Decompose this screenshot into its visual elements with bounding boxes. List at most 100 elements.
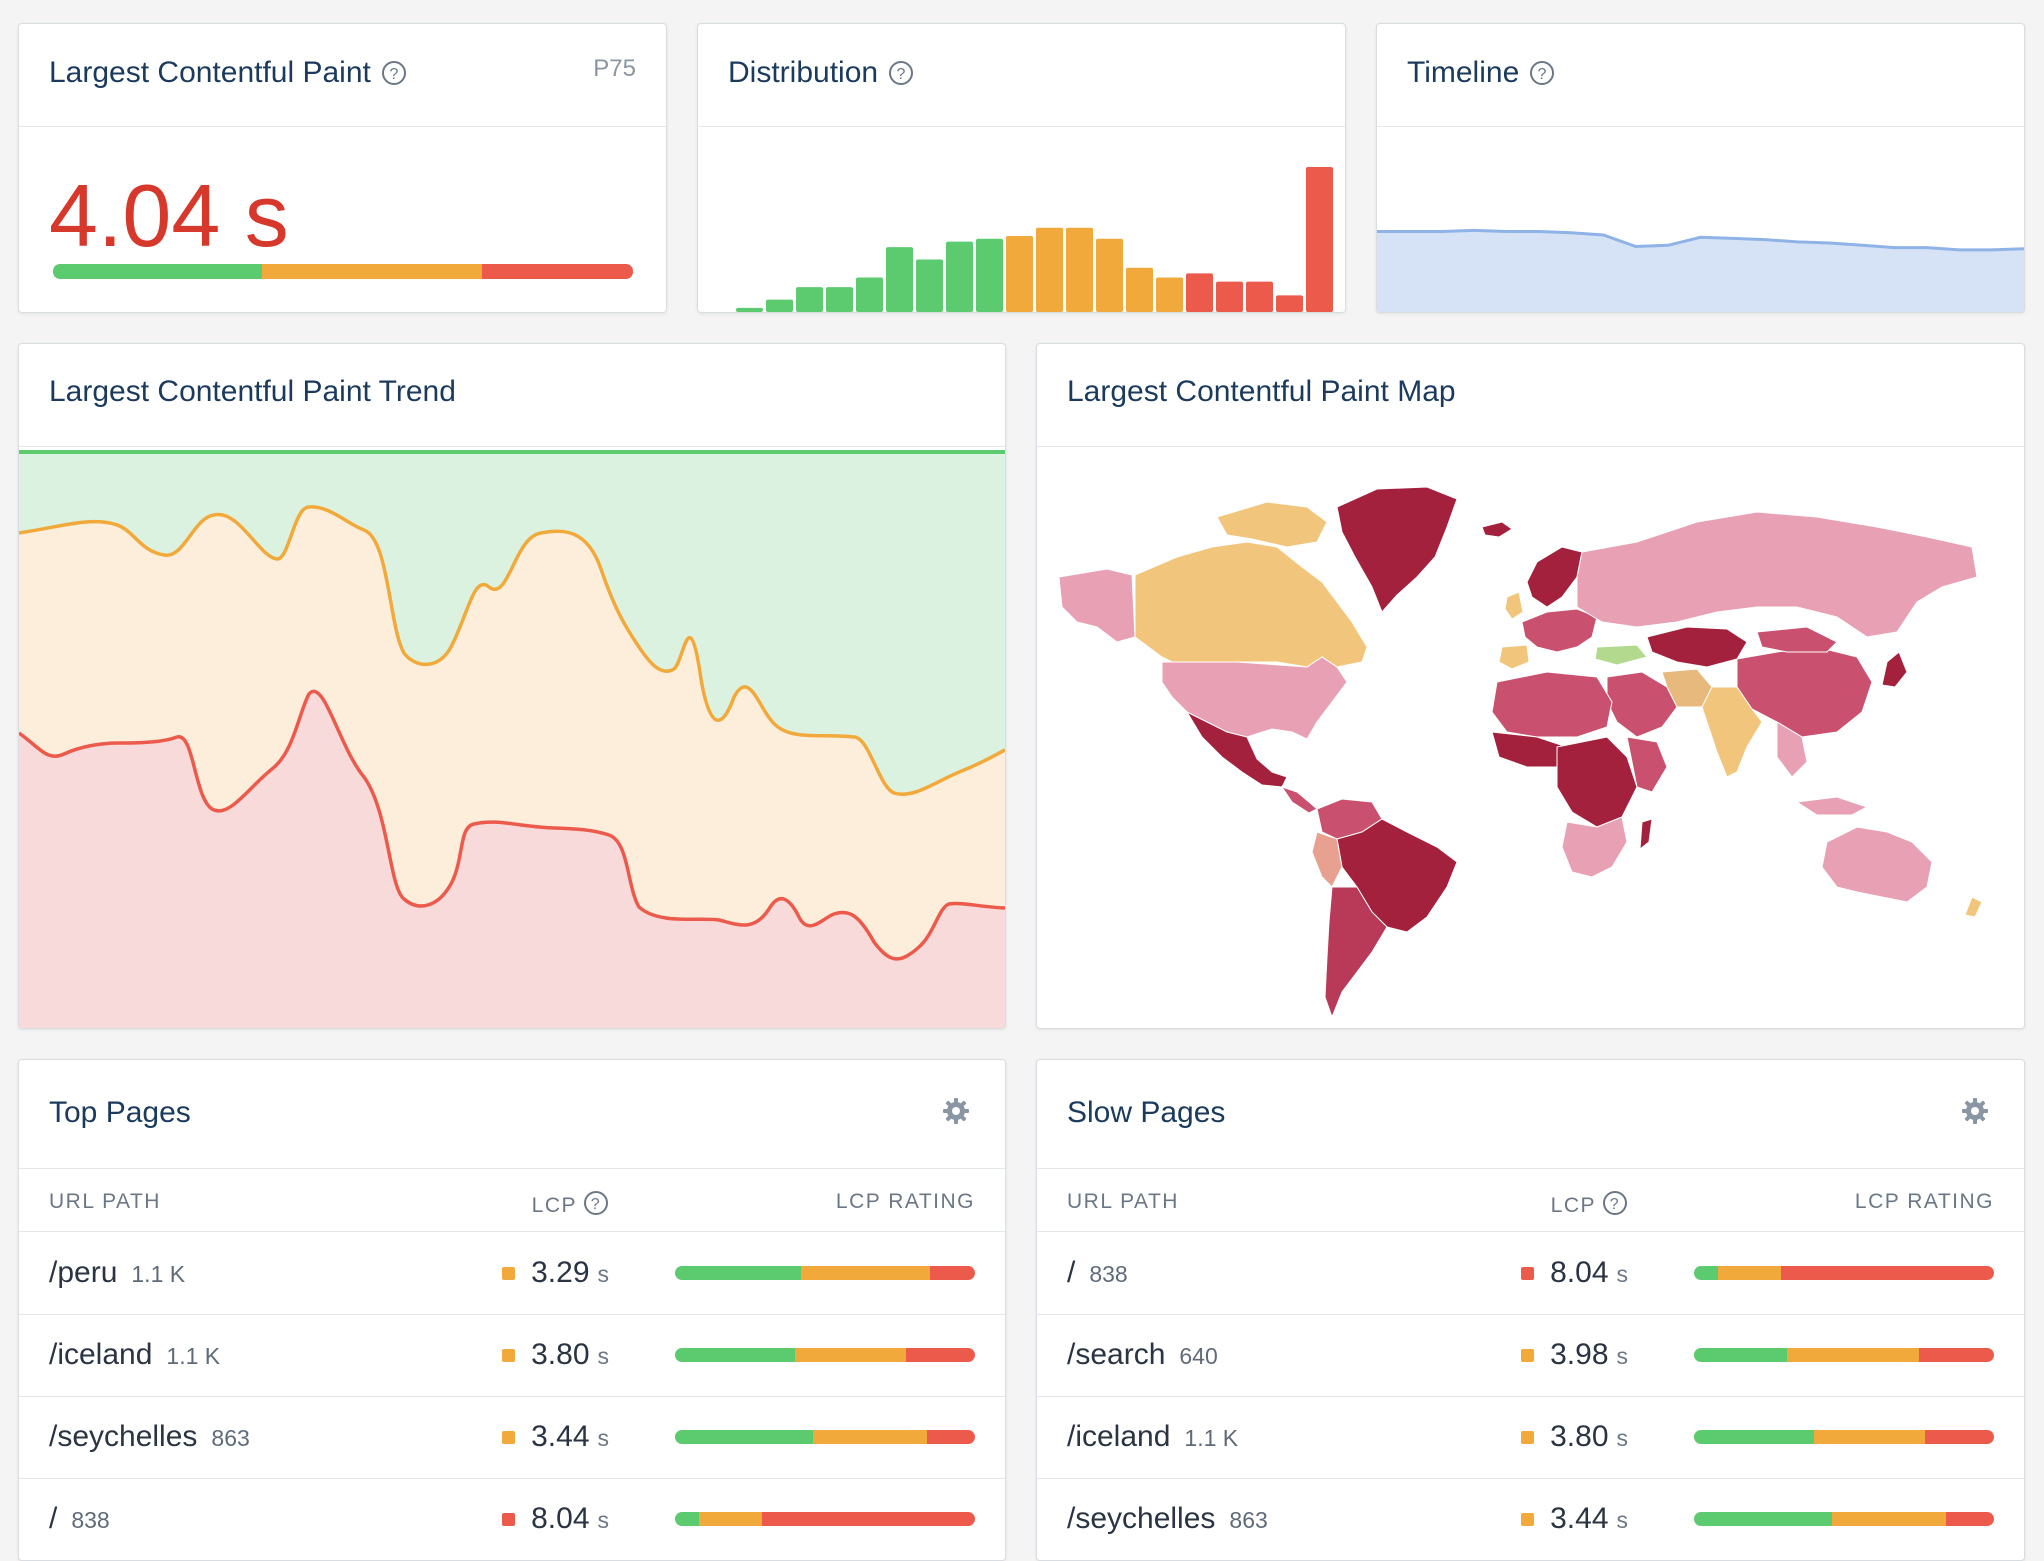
gear-icon[interactable]	[1960, 1096, 1990, 1131]
distribution-bar[interactable]	[916, 259, 943, 312]
help-icon[interactable]: ?	[888, 60, 914, 86]
region-east-africa[interactable]	[1626, 736, 1668, 793]
region-europe[interactable]	[1521, 608, 1598, 653]
region-iceland[interactable]	[1481, 521, 1513, 538]
url-path[interactable]: /search	[1067, 1338, 1166, 1371]
poor-segment	[927, 1430, 975, 1444]
timeline-sparkline[interactable]	[1377, 127, 2024, 312]
url-path[interactable]: /peru	[49, 1256, 118, 1289]
distribution-bar[interactable]	[1306, 167, 1333, 312]
region-canada-islands[interactable]	[1216, 501, 1328, 548]
good-segment	[1694, 1348, 1787, 1362]
table-row[interactable]: /peru 1.1 K 3.29 s	[19, 1232, 1005, 1315]
help-icon[interactable]: ?	[1602, 1190, 1628, 1222]
distribution-card: Distribution ?	[697, 23, 1346, 313]
distribution-bar[interactable]	[856, 277, 883, 312]
url-path[interactable]: /iceland	[49, 1338, 153, 1371]
region-new-zealand[interactable]	[1964, 896, 1983, 918]
trend-needs-improvement-line	[19, 505, 1005, 796]
distribution-bar[interactable]	[976, 238, 1003, 312]
help-icon[interactable]: ?	[1529, 60, 1555, 86]
distribution-bar[interactable]	[796, 287, 823, 312]
help-icon[interactable]: ?	[381, 60, 407, 86]
region-mongolia[interactable]	[1756, 626, 1838, 653]
distribution-bar[interactable]	[1096, 238, 1123, 312]
region-scandinavia[interactable]	[1526, 546, 1583, 608]
status-indicator	[1521, 1513, 1535, 1526]
status-indicator	[502, 1349, 516, 1362]
region-indonesia[interactable]	[1795, 796, 1869, 816]
table-row[interactable]: /seychelles 863 3.44 s	[1037, 1478, 2024, 1560]
region-southern-africa[interactable]	[1561, 816, 1628, 878]
url-path-header[interactable]: URL PATH	[1067, 1190, 1179, 1213]
gear-icon[interactable]	[941, 1096, 971, 1131]
region-kazakhstan[interactable]	[1646, 626, 1748, 668]
url-path[interactable]: /seychelles	[49, 1420, 198, 1453]
region-greenland[interactable]	[1336, 486, 1458, 613]
region-argentina-chile[interactable]	[1324, 886, 1388, 1019]
url-path-cell[interactable]: /iceland 1.1 K	[1067, 1420, 1238, 1454]
url-path[interactable]: /seychelles	[1067, 1502, 1216, 1535]
distribution-bar[interactable]	[736, 307, 763, 312]
region-central-africa[interactable]	[1556, 736, 1638, 828]
distribution-bar[interactable]	[1156, 277, 1183, 312]
table-row[interactable]: / 838 8.04 s	[1037, 1232, 2024, 1315]
world-map[interactable]	[1037, 447, 2024, 1028]
region-madagascar[interactable]	[1639, 818, 1653, 851]
lcp-rating-header[interactable]: LCP RATING	[1854, 1190, 1994, 1213]
lcp-header-wrap[interactable]: LCP ?	[1551, 1190, 1628, 1222]
table-row[interactable]: /iceland 1.1 K 3.80 s	[1037, 1396, 2024, 1479]
distribution-bar[interactable]	[1036, 227, 1063, 312]
distribution-bar[interactable]	[826, 287, 853, 312]
lcp-cell: 3.44 s	[1521, 1502, 1628, 1536]
help-icon[interactable]: ?	[583, 1190, 609, 1222]
url-path[interactable]: /iceland	[1067, 1420, 1171, 1453]
table-row[interactable]: /iceland 1.1 K 3.80 s	[19, 1314, 1005, 1397]
table-row[interactable]: /search 640 3.98 s	[1037, 1314, 2024, 1397]
url-path-cell[interactable]: /iceland 1.1 K	[49, 1338, 220, 1372]
lcp-header-wrap[interactable]: LCP ?	[532, 1190, 609, 1222]
lcp-rating-header[interactable]: LCP RATING	[835, 1190, 975, 1213]
region-turkey[interactable]	[1594, 644, 1648, 666]
region-iberia[interactable]	[1498, 644, 1530, 670]
region-canada[interactable]	[1134, 541, 1368, 668]
region-peru[interactable]	[1311, 831, 1343, 888]
distribution-bar[interactable]	[1246, 281, 1273, 312]
region-alaska[interactable]	[1058, 568, 1136, 643]
url-path-cell[interactable]: /peru 1.1 K	[49, 1256, 185, 1290]
lcp-unit: s	[597, 1261, 610, 1287]
region-southeast-asia[interactable]	[1776, 721, 1808, 778]
distribution-bar[interactable]	[1066, 227, 1093, 312]
distribution-bar[interactable]	[946, 241, 973, 312]
svg-text:?: ?	[591, 1196, 601, 1213]
distribution-bar[interactable]	[1186, 273, 1213, 312]
table-row[interactable]: / 838 8.04 s	[19, 1478, 1005, 1560]
distribution-bar[interactable]	[1276, 295, 1303, 312]
url-path[interactable]: /	[1067, 1256, 1076, 1289]
table-row[interactable]: /seychelles 863 3.44 s	[19, 1396, 1005, 1479]
distribution-bar[interactable]	[1216, 281, 1243, 312]
url-path-cell[interactable]: /search 640	[1067, 1338, 1218, 1372]
region-uk[interactable]	[1504, 591, 1524, 620]
url-path-cell[interactable]: / 838	[1067, 1256, 1128, 1290]
region-india[interactable]	[1701, 686, 1763, 778]
url-path-cell[interactable]: /seychelles 863	[49, 1420, 250, 1454]
url-path-header[interactable]: URL PATH	[49, 1190, 161, 1213]
distribution-bar[interactable]	[1126, 267, 1153, 312]
region-central-america[interactable]	[1280, 786, 1318, 814]
distribution-bar[interactable]	[886, 247, 913, 312]
region-australia[interactable]	[1821, 826, 1933, 903]
distribution-histogram[interactable]	[698, 127, 1345, 312]
distribution-bar[interactable]	[1006, 236, 1033, 312]
lcp-trend-chart[interactable]	[19, 447, 1005, 1028]
distribution-bar[interactable]	[766, 299, 793, 312]
slow-pages-title: Slow Pages	[1067, 1096, 1226, 1129]
region-north-africa[interactable]	[1491, 671, 1613, 738]
region-usa[interactable]	[1161, 656, 1348, 740]
region-mexico[interactable]	[1185, 710, 1288, 788]
url-path[interactable]: /	[49, 1502, 58, 1535]
url-path-cell[interactable]: /seychelles 863	[1067, 1502, 1268, 1536]
url-path-cell[interactable]: / 838	[49, 1502, 110, 1536]
region-japan[interactable]	[1881, 651, 1908, 688]
region-russia[interactable]	[1576, 511, 1978, 638]
